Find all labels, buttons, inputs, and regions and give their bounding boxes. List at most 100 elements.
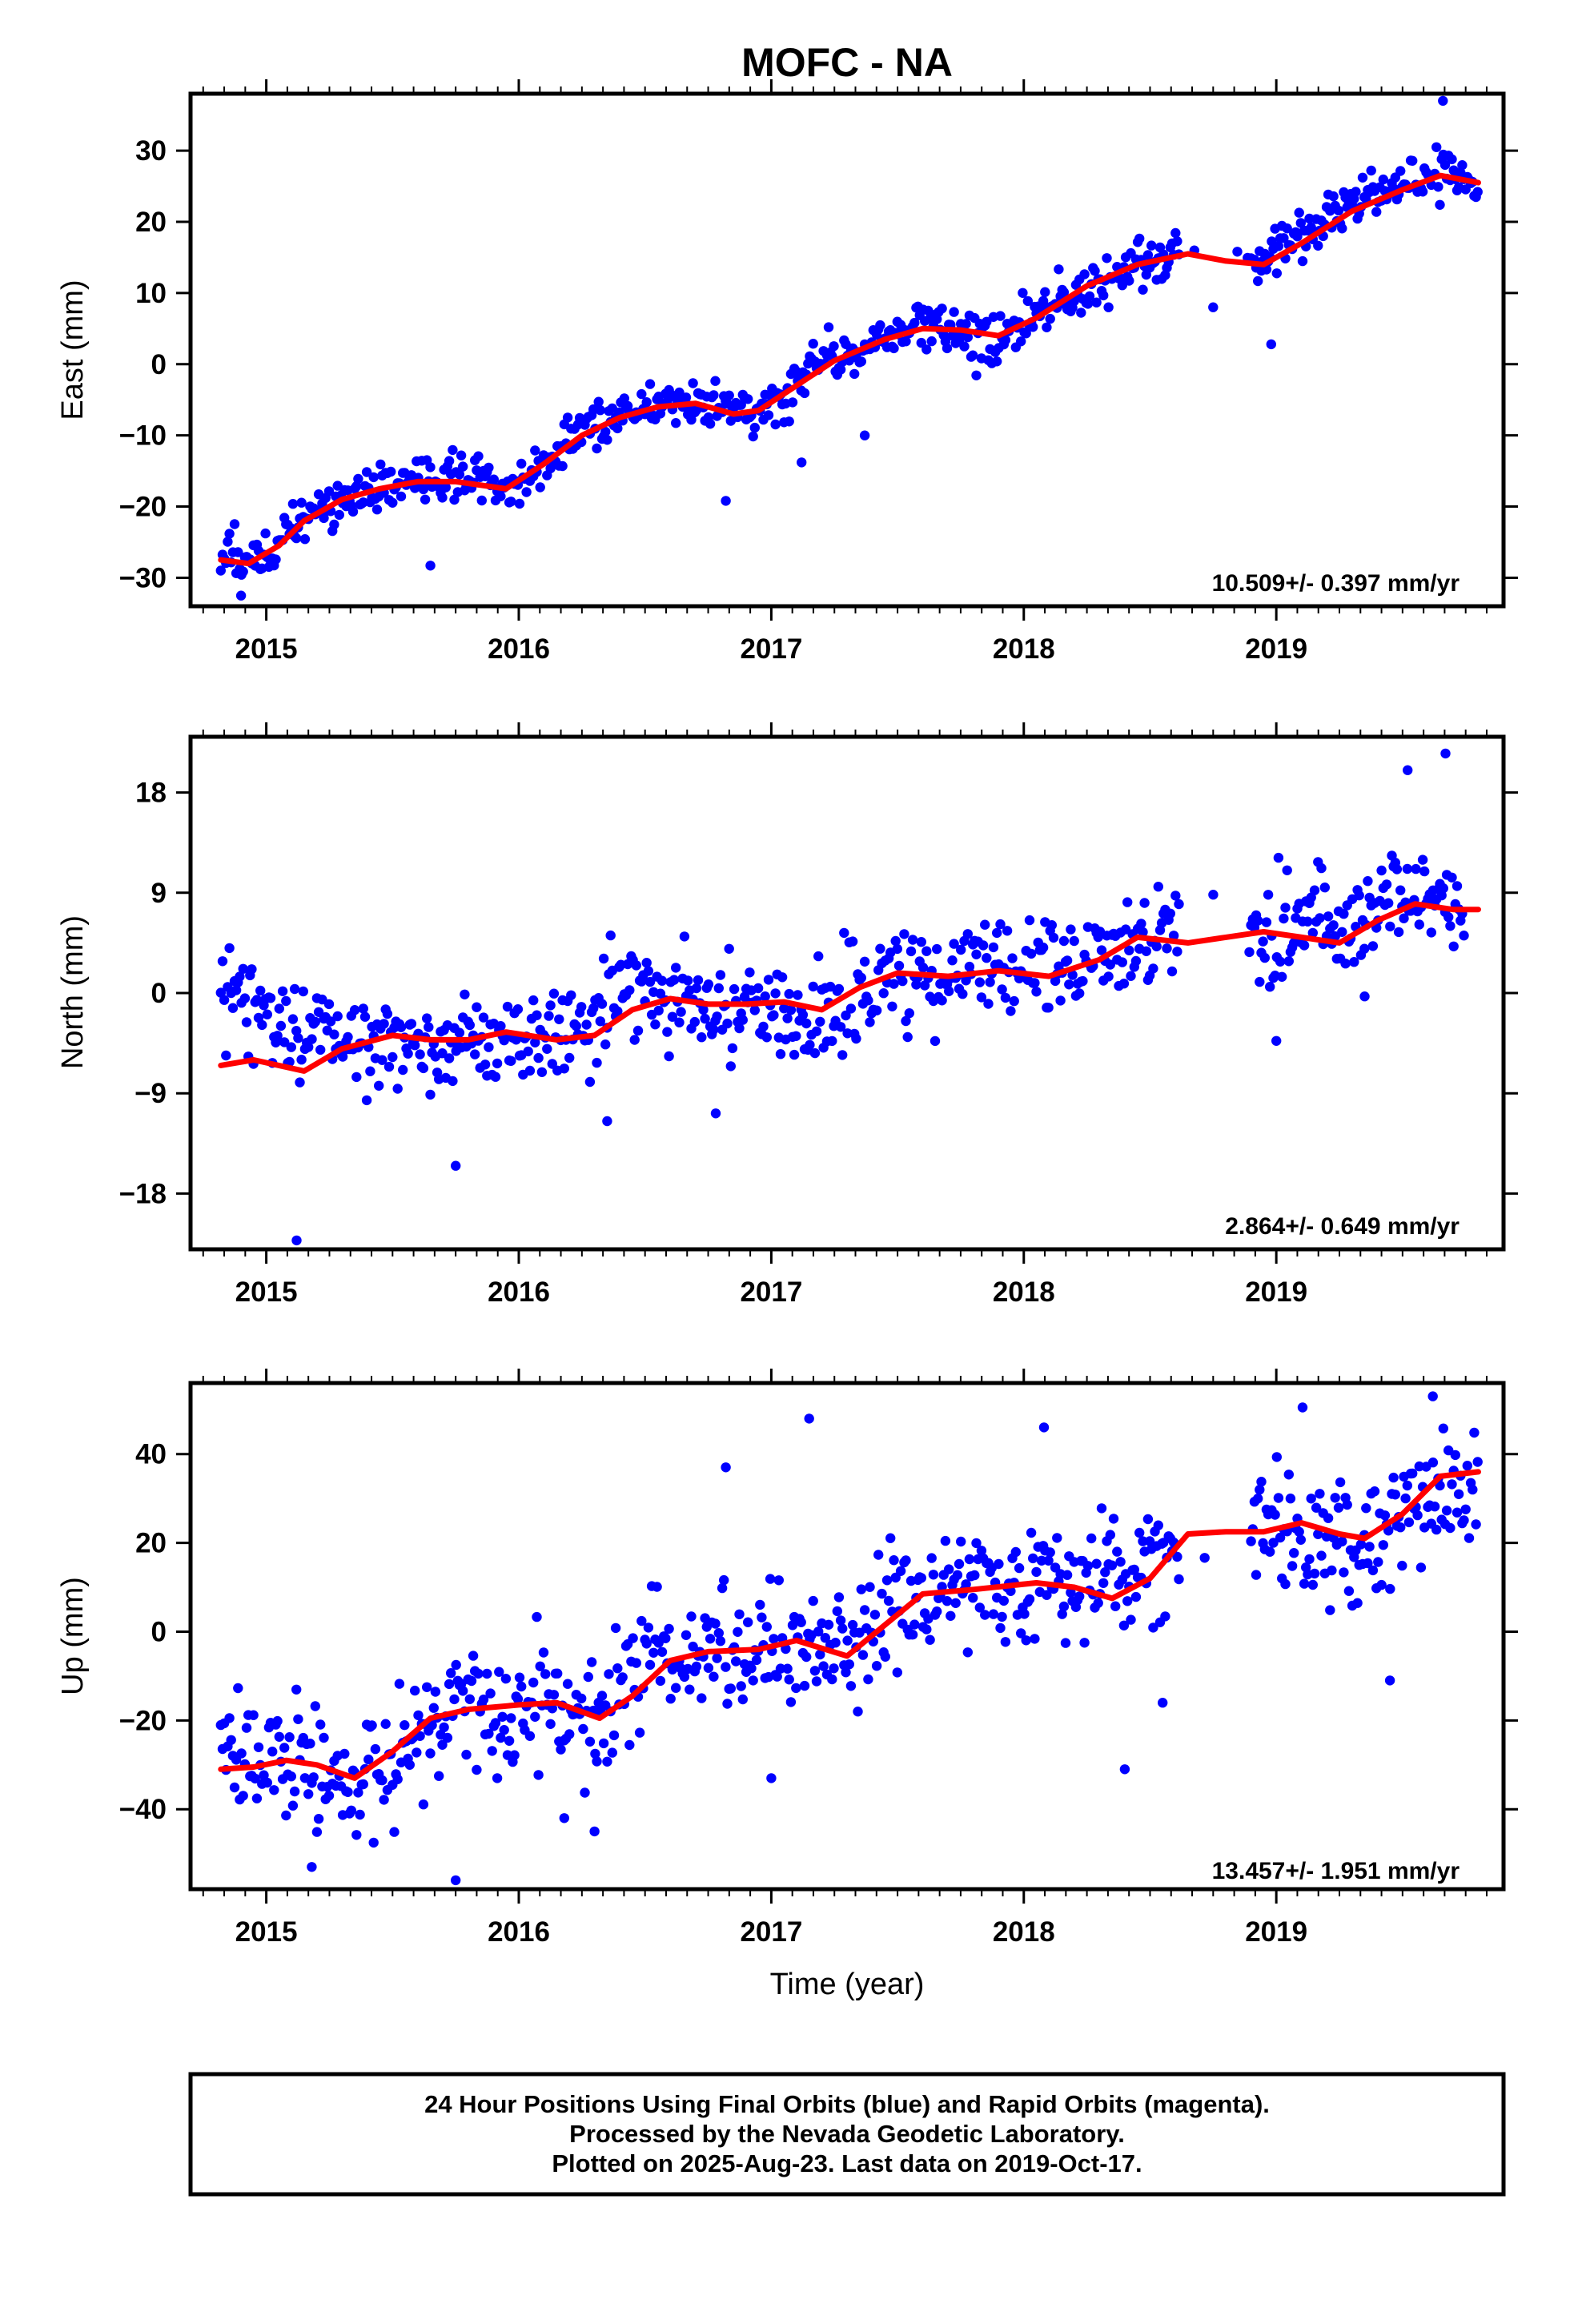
data-point [919, 980, 930, 991]
data-point [1383, 898, 1394, 908]
data-point [257, 1019, 267, 1031]
data-point [1042, 1590, 1052, 1600]
outlier-point [602, 1116, 612, 1127]
data-point [1325, 1605, 1335, 1615]
data-point [1327, 1565, 1337, 1576]
data-point [1126, 1614, 1136, 1625]
data-point [581, 1019, 592, 1030]
y-tick-label: −9 [135, 1078, 167, 1109]
data-point [628, 1633, 638, 1643]
data-point [944, 986, 954, 996]
data-point [705, 1634, 716, 1644]
data-point [512, 1694, 524, 1704]
data-point [418, 1799, 429, 1810]
data-point [313, 1814, 324, 1824]
outlier-point [766, 1773, 777, 1783]
data-point [1263, 890, 1274, 900]
data-point [1452, 1507, 1463, 1518]
data-point [1042, 322, 1052, 332]
x-axis-label: Time (year) [770, 1968, 925, 2001]
data-point [311, 1827, 323, 1837]
data-point [253, 1742, 264, 1752]
data-point [1259, 952, 1271, 963]
data-point [1117, 957, 1128, 967]
data-point [377, 1055, 387, 1065]
data-point [1082, 1561, 1094, 1571]
data-point [631, 960, 641, 971]
data-point [813, 951, 824, 962]
data-point [552, 1668, 563, 1679]
data-point [1026, 1527, 1037, 1538]
data-point [528, 995, 539, 1006]
data-point [653, 1005, 664, 1016]
data-point [1040, 287, 1050, 297]
data-point [319, 1732, 329, 1743]
data-point [734, 1023, 745, 1034]
data-point [1472, 187, 1483, 197]
data-point [1078, 975, 1088, 987]
data-point [1057, 1609, 1067, 1619]
data-point [709, 1024, 719, 1035]
data-point [909, 317, 920, 328]
data-point [1062, 955, 1073, 966]
data-point [835, 1615, 846, 1626]
data-point [871, 1005, 882, 1015]
north-data-points [215, 748, 1469, 1246]
data-point [887, 1001, 897, 1012]
data-point [571, 1021, 581, 1031]
data-point [458, 1686, 468, 1696]
data-point [516, 1681, 527, 1692]
data-point [769, 1634, 779, 1644]
data-point [1024, 1594, 1035, 1605]
data-point [808, 981, 818, 992]
data-point [1407, 1468, 1418, 1479]
data-point [368, 472, 379, 483]
data-point [358, 1003, 368, 1014]
data-point [238, 1791, 248, 1801]
data-point [907, 1630, 918, 1640]
data-point [1383, 1526, 1394, 1536]
data-point [859, 1605, 870, 1615]
data-point [231, 985, 242, 995]
data-point [772, 1671, 782, 1682]
data-point [514, 1672, 525, 1683]
data-point [971, 1538, 982, 1549]
data-point [921, 1624, 932, 1634]
data-point [610, 1622, 621, 1634]
data-point [1060, 1638, 1071, 1648]
data-point [298, 986, 308, 997]
data-point [1407, 155, 1418, 166]
data-point [902, 1031, 913, 1043]
data-point [655, 1675, 666, 1687]
data-point [753, 983, 764, 994]
data-point [1058, 935, 1070, 947]
data-point [665, 1694, 676, 1704]
data-point [1443, 912, 1454, 923]
data-point [1076, 308, 1086, 318]
data-point [1294, 207, 1304, 218]
data-point [588, 1003, 599, 1014]
data-point [289, 983, 300, 995]
data-point [371, 505, 383, 515]
y-tick-label: 18 [135, 778, 167, 809]
caption-box [188, 2072, 1506, 2197]
data-point [339, 1748, 350, 1759]
data-point [899, 929, 909, 939]
data-point [671, 1683, 681, 1693]
data-point [681, 1630, 692, 1640]
data-point [329, 519, 339, 530]
data-point [1174, 899, 1184, 910]
data-point [540, 1669, 551, 1679]
data-point [1337, 223, 1347, 234]
data-point [1349, 957, 1359, 967]
data-point [580, 1787, 590, 1798]
data-point [763, 975, 774, 985]
data-point [593, 396, 604, 407]
data-point [562, 1679, 573, 1689]
data-point [323, 999, 335, 1010]
data-point [994, 1558, 1004, 1570]
data-point [1453, 1489, 1464, 1500]
data-point [988, 942, 999, 953]
up-data-points [215, 1391, 1483, 1886]
data-point [995, 311, 1006, 321]
